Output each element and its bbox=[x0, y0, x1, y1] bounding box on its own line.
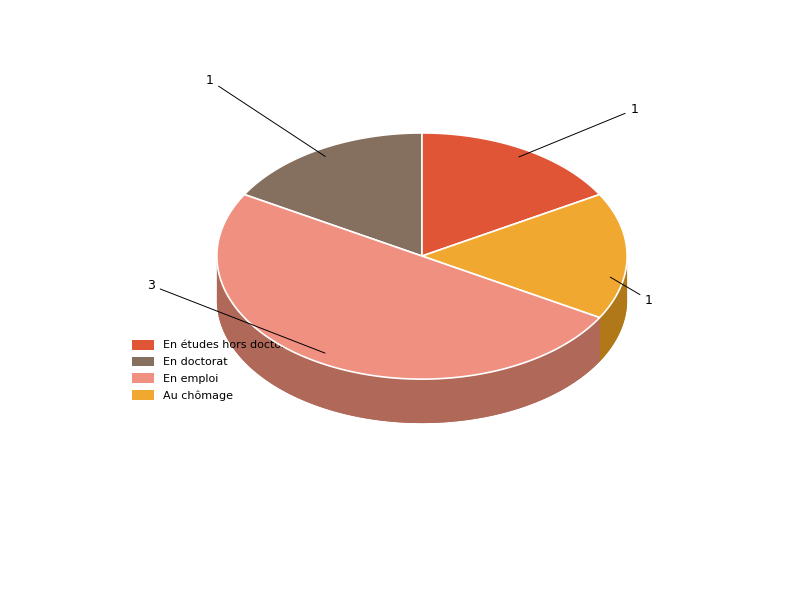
Polygon shape bbox=[217, 194, 600, 379]
Text: 1: 1 bbox=[519, 103, 638, 157]
Polygon shape bbox=[422, 133, 600, 256]
Polygon shape bbox=[422, 194, 627, 317]
Polygon shape bbox=[217, 300, 600, 423]
Legend: En études hors doctorat, En doctorat, En emploi, Au chômage: En études hors doctorat, En doctorat, En… bbox=[127, 335, 301, 406]
Text: 1: 1 bbox=[610, 277, 653, 307]
Polygon shape bbox=[600, 257, 627, 362]
Polygon shape bbox=[422, 256, 600, 362]
Polygon shape bbox=[244, 133, 422, 256]
Polygon shape bbox=[422, 300, 627, 362]
Text: 1: 1 bbox=[206, 74, 326, 157]
Text: 3: 3 bbox=[147, 279, 325, 353]
Polygon shape bbox=[422, 256, 600, 362]
Polygon shape bbox=[217, 257, 600, 423]
